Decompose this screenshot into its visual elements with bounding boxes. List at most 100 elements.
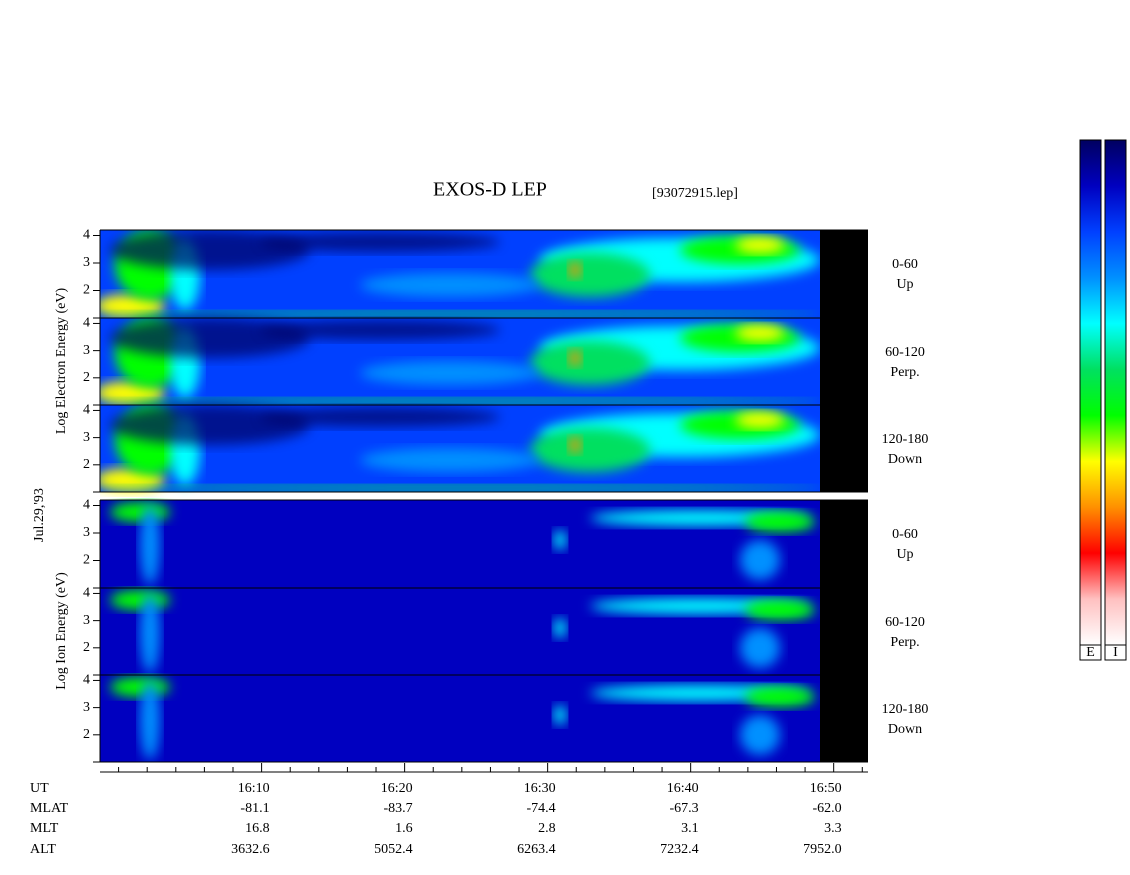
ephemeris-value: 1.6 <box>395 821 413 836</box>
y-tick-label: 3 <box>83 525 90 540</box>
image-feature <box>360 448 540 472</box>
image-feature <box>110 405 310 445</box>
ephemeris-value: 16.8 <box>245 821 270 836</box>
image-feature <box>260 232 500 252</box>
image-feature <box>735 325 785 341</box>
y-tick-label: 4 <box>83 586 90 601</box>
colorbar-label: E <box>1086 645 1095 660</box>
y-tick-label: 2 <box>83 370 90 385</box>
colorbar-label-box <box>1079 644 1102 661</box>
file-label: [93072915.lep] <box>652 186 738 201</box>
y-axis-label: Log Electron Energy (eV) <box>54 288 69 435</box>
image-feature <box>100 485 820 491</box>
image-feature <box>569 262 581 278</box>
image-feature <box>530 428 650 472</box>
y-tick-label: 2 <box>83 283 90 298</box>
x-tick-label: 16:40 <box>667 781 699 796</box>
y-tick-label: 4 <box>83 316 90 331</box>
image-feature <box>735 412 785 428</box>
ephemeris-value: 7232.4 <box>660 842 699 857</box>
image-feature <box>110 590 170 610</box>
ephemeris-row-label: UT <box>30 781 49 796</box>
y-tick-label: 4 <box>83 228 90 243</box>
y-tick-label: 3 <box>83 700 90 715</box>
image-feature <box>745 512 815 532</box>
panel-direction-label: Perp. <box>890 365 919 380</box>
ephemeris-value: 3.1 <box>681 821 699 836</box>
image-feature <box>360 273 540 297</box>
image-feature <box>735 237 785 253</box>
image-feature <box>260 407 500 427</box>
x-tick-label: 16:50 <box>810 781 842 796</box>
ephemeris-row-label: MLAT <box>30 801 69 816</box>
y-tick-label: 2 <box>83 457 90 472</box>
image-feature <box>110 318 310 358</box>
image-feature <box>745 600 815 620</box>
colorbar-label: I <box>1113 645 1118 660</box>
date-label: Jul.29,'93 <box>32 488 47 542</box>
image-feature <box>530 253 650 297</box>
image-feature <box>110 230 310 270</box>
y-tick-label: 2 <box>83 727 90 742</box>
y-tick-label: 4 <box>83 498 90 513</box>
panel-direction-label: Perp. <box>890 635 919 650</box>
colorbar-label-box <box>1104 644 1127 661</box>
ephemeris-value: 6263.4 <box>517 842 556 857</box>
image-feature <box>100 311 820 317</box>
ephemeris-value: 3.3 <box>824 821 842 836</box>
no-data-region <box>820 405 868 492</box>
ephemeris-value: -67.3 <box>669 801 698 816</box>
y-tick-label: 2 <box>83 640 90 655</box>
panel-direction-label: Up <box>896 547 913 562</box>
panel-direction-label: Down <box>888 722 922 737</box>
chart-title: EXOS-D LEP <box>433 179 547 201</box>
panel-angle-label: 60-120 <box>885 345 925 360</box>
image-feature <box>110 677 170 697</box>
no-data-region <box>820 588 868 675</box>
image-feature <box>140 505 160 585</box>
y-tick-label: 3 <box>83 255 90 270</box>
colorbar <box>1079 139 1102 646</box>
y-tick-label: 3 <box>83 343 90 358</box>
image-feature <box>740 540 780 580</box>
ephemeris-value: -74.4 <box>526 801 555 816</box>
panel-angle-label: 60-120 <box>885 615 925 630</box>
y-axis-label: Log Ion Energy (eV) <box>54 572 69 690</box>
spectrogram-images <box>100 230 868 762</box>
y-tick-label: 4 <box>83 673 90 688</box>
image-feature <box>110 502 170 522</box>
ephemeris-value: -81.1 <box>240 801 269 816</box>
image-feature <box>554 530 566 550</box>
panel-direction-label: Up <box>896 277 913 292</box>
y-tick-label: 4 <box>83 403 90 418</box>
image-feature <box>140 593 160 673</box>
no-data-region <box>820 675 868 762</box>
ephemeris-value: 3632.6 <box>231 842 270 857</box>
ephemeris-value: 2.8 <box>538 821 556 836</box>
ephemeris-value: -83.7 <box>383 801 412 816</box>
image-feature <box>569 437 581 453</box>
image-feature <box>140 680 160 760</box>
panel-angle-label: 0-60 <box>892 257 918 272</box>
ephemeris-value: 5052.4 <box>374 842 413 857</box>
panel-angle-label: 120-180 <box>882 432 929 447</box>
x-tick-label: 16:20 <box>381 781 413 796</box>
image-feature <box>260 320 500 340</box>
no-data-region <box>820 230 868 318</box>
image-feature <box>569 350 581 366</box>
no-data-region <box>820 500 868 588</box>
image-feature <box>740 715 780 755</box>
image-feature <box>745 687 815 707</box>
panel-angle-label: 0-60 <box>892 527 918 542</box>
image-feature <box>530 341 650 385</box>
no-data-region <box>820 318 868 405</box>
y-tick-label: 2 <box>83 553 90 568</box>
image-feature <box>554 618 566 638</box>
ephemeris-row-label: ALT <box>30 842 56 857</box>
image-feature <box>554 705 566 725</box>
y-tick-label: 3 <box>83 613 90 628</box>
ephemeris-value: -62.0 <box>813 801 842 816</box>
y-tick-label: 3 <box>83 430 90 445</box>
image-feature <box>680 236 800 264</box>
image-feature <box>100 294 165 318</box>
